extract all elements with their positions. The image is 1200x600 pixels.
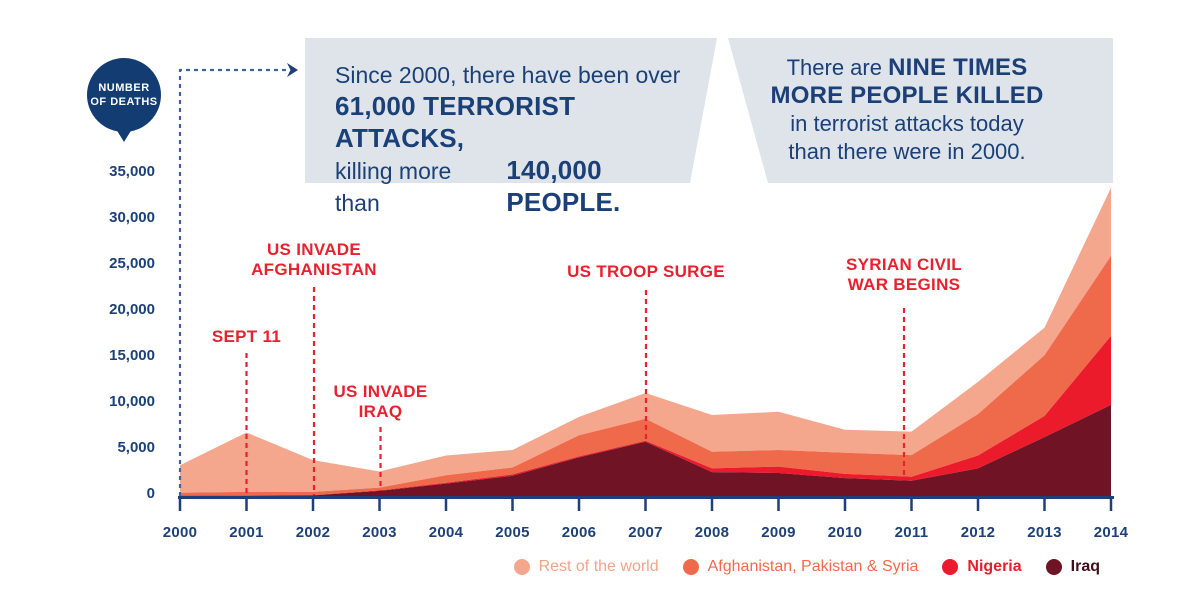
legend-item-afghanistan-pakistan-syria: Afghanistan, Pakistan & Syria bbox=[682, 558, 919, 576]
year-label: 2010 bbox=[827, 524, 863, 541]
y-tick-label: 30,000 bbox=[109, 209, 155, 226]
legend-dot-icon bbox=[513, 559, 530, 575]
y-tick-label: 20,000 bbox=[109, 301, 155, 318]
area-iraq bbox=[180, 404, 1111, 496]
year-label: 2002 bbox=[295, 524, 331, 541]
stat-ninetimes-intro: There are bbox=[786, 55, 889, 80]
legend-dot-icon bbox=[942, 559, 959, 575]
y-tick-label: 0 bbox=[146, 485, 155, 502]
right-stat-text: There are NINE TIMES MORE PEOPLE KILLED … bbox=[742, 54, 1072, 166]
y-tick-label: 25,000 bbox=[109, 255, 155, 272]
event-label-sept-11: SEPT 11 bbox=[211, 327, 282, 346]
stat-vs2000: than there were in 2000. bbox=[788, 139, 1026, 164]
legend-dot-icon bbox=[1045, 559, 1062, 575]
y-tick-label: 5,000 bbox=[117, 439, 155, 456]
area-rest-of-the-world bbox=[180, 187, 1111, 493]
left-stat-text: Since 2000, there have been over 61,000 … bbox=[335, 60, 705, 219]
year-label: 2003 bbox=[362, 524, 397, 541]
event-label-syrian-civil-war-begins: SYRIAN CIVIL WAR BEGINS bbox=[845, 255, 962, 294]
legend-label: Afghanistan, Pakistan & Syria bbox=[707, 558, 919, 575]
year-label: 2009 bbox=[761, 524, 796, 541]
year-label: 2014 bbox=[1093, 524, 1129, 541]
year-label: 2007 bbox=[628, 524, 663, 541]
legend-item-iraq: Iraq bbox=[1045, 558, 1100, 576]
year-label: 2008 bbox=[694, 524, 730, 541]
right-stat-banner bbox=[728, 38, 1113, 183]
legend-dot-icon bbox=[682, 559, 699, 575]
year-label: 2012 bbox=[960, 524, 996, 541]
legend-item-rest-of-the-world: Rest of the world bbox=[513, 558, 659, 576]
year-label: 2004 bbox=[428, 524, 464, 541]
y-axis-dashed-line bbox=[178, 68, 288, 496]
legend-label: Iraq bbox=[1070, 558, 1100, 575]
left-stat-banner bbox=[305, 38, 717, 183]
legend-label: Rest of the world bbox=[538, 558, 659, 575]
y-tick-label: 10,000 bbox=[109, 393, 155, 410]
event-label-us-troop-surge: US TROOP SURGE bbox=[567, 262, 725, 281]
y-tick-label: 15,000 bbox=[109, 347, 155, 364]
chart-legend: Rest of the world Afghanistan, Pakistan &… bbox=[0, 556, 1100, 578]
badge-line-1: NUMBER bbox=[98, 82, 150, 94]
badge-tail bbox=[116, 129, 132, 142]
event-label-us-invade-afghanistan: US INVADE AFGHANISTAN bbox=[251, 240, 377, 279]
badge-line-2: OF DEATHS bbox=[90, 96, 158, 108]
number-of-deaths-badge: NUMBER OF DEATHS bbox=[87, 58, 161, 132]
legend-item-nigeria: Nigeria bbox=[942, 558, 1022, 576]
legend-label: Nigeria bbox=[967, 558, 1022, 575]
year-label: 2001 bbox=[229, 524, 264, 541]
year-label: 2000 bbox=[162, 524, 198, 541]
stat-attacks-count: 61,000 TERRORIST ATTACKS, bbox=[335, 91, 576, 153]
y-tick-label: 35,000 bbox=[109, 163, 155, 180]
stat-killed-intro: killing more than bbox=[335, 158, 452, 216]
year-label: 2005 bbox=[495, 524, 530, 541]
year-label: 2011 bbox=[894, 524, 929, 541]
stat-ninetimes: NINE TIMES bbox=[888, 54, 1028, 81]
stat-attacks-intro: Since 2000, there have been over bbox=[335, 62, 681, 88]
stat-today: in terrorist attacks today bbox=[790, 111, 1024, 136]
stat-killed-count: 140,000 PEOPLE. bbox=[506, 155, 621, 217]
year-label: 2013 bbox=[1027, 524, 1062, 541]
stat-morekilled: MORE PEOPLE KILLED bbox=[770, 82, 1044, 109]
event-label-us-invade-iraq: US INVADE IRAQ bbox=[333, 382, 428, 421]
year-label: 2006 bbox=[561, 524, 597, 541]
arrow-head-icon bbox=[287, 63, 298, 77]
